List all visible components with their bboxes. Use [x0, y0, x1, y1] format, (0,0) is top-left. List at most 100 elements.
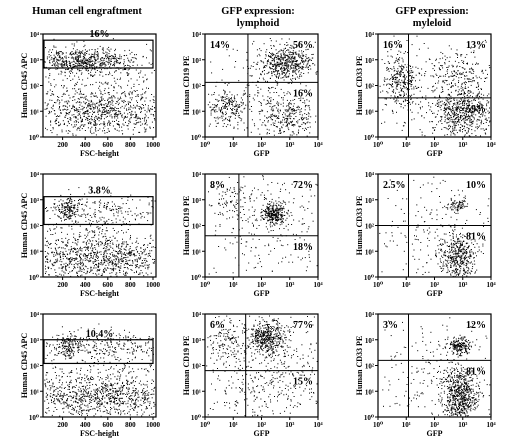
- event-dot: [462, 108, 464, 109]
- event-dot: [100, 275, 102, 276]
- event-dot: [267, 72, 269, 74]
- event-dot: [240, 101, 242, 103]
- event-dot: [69, 258, 71, 260]
- event-dot: [397, 84, 399, 85]
- event-dot: [292, 59, 294, 61]
- event-dot: [403, 52, 405, 54]
- event-dot: [277, 108, 279, 110]
- event-dot: [442, 53, 444, 55]
- event-dot: [71, 202, 73, 204]
- event-dot: [73, 96, 75, 98]
- event-dot: [117, 251, 119, 253]
- event-dot: [454, 119, 456, 121]
- event-dot: [268, 87, 269, 89]
- event-dot: [238, 106, 240, 108]
- event-dot: [282, 58, 284, 60]
- event-dot: [407, 71, 409, 73]
- event-dot: [457, 102, 459, 104]
- event-dot: [275, 63, 277, 65]
- event-dot: [123, 273, 125, 275]
- event-dot: [69, 203, 71, 205]
- event-dot: [70, 206, 72, 208]
- event-dot: [122, 100, 124, 102]
- event-dot: [116, 246, 118, 248]
- event-dot: [79, 256, 80, 258]
- event-dot: [255, 63, 257, 65]
- event-dot: [54, 247, 56, 249]
- quadrant-upper-left-percent: 14%: [210, 40, 230, 51]
- event-dot: [408, 74, 410, 76]
- event-dot: [244, 129, 245, 131]
- event-dot: [111, 252, 113, 253]
- event-dot: [278, 76, 279, 78]
- event-dot: [290, 100, 292, 102]
- event-dot: [71, 249, 73, 251]
- event-dot: [471, 125, 473, 127]
- event-dot: [59, 124, 61, 126]
- event-dot: [473, 99, 475, 101]
- event-dot: [44, 61, 46, 63]
- event-dot: [105, 257, 107, 258]
- event-dot: [91, 56, 93, 58]
- event-dot: [312, 53, 314, 55]
- event-dot: [223, 106, 225, 108]
- event-dot: [62, 94, 64, 96]
- event-dot: [281, 127, 283, 129]
- event-dot: [92, 240, 94, 242]
- event-dot: [396, 59, 398, 61]
- event-dot: [95, 95, 97, 97]
- event-dot: [89, 64, 91, 66]
- event-dot: [292, 55, 294, 57]
- event-dot: [412, 79, 414, 81]
- event-dot: [89, 107, 91, 109]
- event-dot: [271, 52, 273, 54]
- event-dot: [457, 117, 459, 118]
- event-dot: [139, 258, 141, 260]
- event-dot: [118, 247, 120, 249]
- event-dot: [119, 54, 121, 56]
- event-dot: [240, 97, 242, 99]
- y-tick-label: 10²: [192, 83, 201, 91]
- event-dot: [80, 257, 81, 258]
- event-dot: [296, 60, 298, 61]
- event-dot: [388, 63, 390, 64]
- event-dot: [280, 54, 282, 56]
- event-dot: [283, 79, 285, 81]
- event-dot: [70, 193, 72, 195]
- event-dot: [121, 212, 123, 214]
- event-dot: [224, 96, 226, 98]
- event-dot: [436, 103, 438, 105]
- event-dot: [481, 71, 483, 73]
- event-dot: [436, 75, 438, 76]
- event-dot: [126, 125, 128, 127]
- event-dot: [80, 61, 82, 63]
- event-dot: [216, 99, 218, 101]
- event-dot: [268, 71, 270, 73]
- event-dot: [399, 71, 401, 73]
- event-dot: [416, 87, 418, 89]
- event-dot: [462, 102, 464, 104]
- event-dot: [84, 52, 86, 54]
- event-dot: [77, 251, 79, 253]
- event-dot: [106, 55, 108, 57]
- event-dot: [271, 106, 273, 108]
- event-dot: [465, 103, 467, 105]
- event-dot: [288, 53, 290, 55]
- event-dot: [393, 66, 395, 68]
- event-dot: [69, 110, 71, 112]
- event-dot: [399, 66, 401, 68]
- event-dot: [383, 84, 385, 86]
- event-dot: [284, 75, 286, 77]
- event-dot: [453, 78, 455, 80]
- event-dot: [77, 118, 79, 120]
- event-dot: [54, 269, 56, 271]
- event-dot: [292, 105, 294, 107]
- event-dot: [231, 109, 233, 111]
- event-dot: [68, 112, 70, 114]
- event-dot: [425, 71, 427, 72]
- event-dot: [122, 238, 123, 240]
- event-dot: [446, 134, 448, 136]
- event-dot: [458, 77, 460, 79]
- event-dot: [75, 116, 77, 118]
- event-dot: [445, 74, 447, 75]
